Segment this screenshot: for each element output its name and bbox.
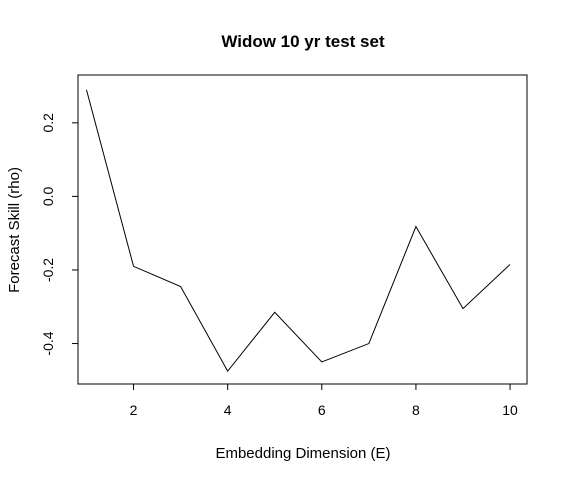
y-tick-label: 0.2 (40, 113, 56, 133)
x-tick-label: 4 (224, 402, 232, 418)
plot-area (77, 74, 528, 385)
y-tick-label: -0.2 (40, 258, 56, 282)
y-axis: -0.4 -0.2 0.0 0.2 (40, 113, 79, 356)
series-line (85, 89, 511, 373)
x-tick-label: 8 (412, 402, 420, 418)
y-tick-label: 0.0 (40, 186, 56, 206)
x-axis-label: Embedding Dimension (E) (215, 445, 390, 462)
y-axis-label: Forecast Skill (rho) (6, 167, 23, 293)
x-tick-label: 10 (502, 402, 518, 418)
x-tick-label: 2 (130, 402, 138, 418)
series-group (85, 89, 511, 373)
x-tick-label: 6 (318, 402, 326, 418)
y-tick-label: -0.4 (40, 331, 56, 355)
x-axis: 2 4 6 8 10 (130, 383, 518, 418)
chart-title: Widow 10 yr test set (221, 32, 385, 51)
